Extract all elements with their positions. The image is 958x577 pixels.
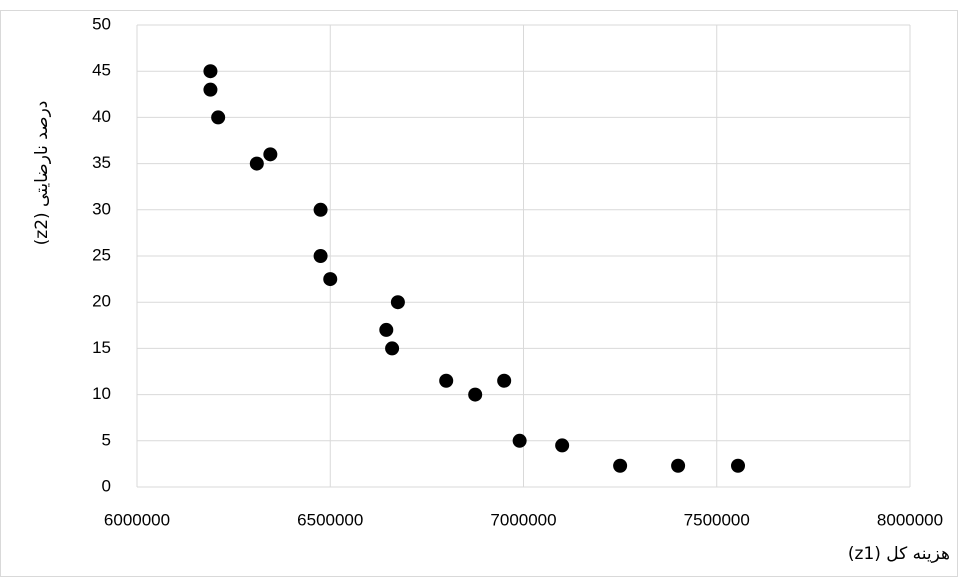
point [497, 373, 512, 388]
y-tick-label: 30 [92, 199, 111, 218]
y-tick-label: 35 [92, 153, 111, 172]
y-tick-label: 45 [92, 61, 111, 80]
x-axis-label: هزینه کل (z1) [847, 544, 950, 564]
point [313, 202, 328, 217]
x-tick-label: 7500000 [684, 510, 750, 529]
y-tick-label: 0 [102, 476, 111, 495]
y-tick-label: 20 [92, 292, 111, 311]
point [323, 272, 338, 287]
y-tick-label: 25 [92, 245, 111, 264]
chart-border [0, 10, 958, 577]
point [379, 322, 394, 337]
point [555, 438, 570, 453]
x-tick-label: 6500000 [297, 510, 363, 529]
point [468, 387, 483, 402]
x-tick-label: 8000000 [877, 510, 943, 529]
point [249, 156, 264, 171]
x-tick-label: 6000000 [104, 510, 170, 529]
point [313, 249, 328, 263]
y-tick-label: 10 [92, 384, 111, 403]
y-axis-label: درصد نارضایتی (z2) [32, 100, 52, 246]
point [203, 64, 218, 79]
point [439, 373, 454, 388]
point [263, 147, 278, 162]
y-tick-label: 50 [92, 14, 111, 33]
point [211, 110, 226, 125]
y-tick-label: 5 [102, 430, 111, 449]
point [385, 341, 400, 356]
point [613, 458, 628, 473]
x-tick-label: 7000000 [490, 510, 556, 529]
point [731, 458, 746, 473]
point [671, 458, 686, 473]
point [390, 295, 405, 310]
point [512, 433, 527, 448]
point [203, 82, 218, 97]
y-tick-label: 40 [92, 107, 111, 126]
y-tick-label: 15 [92, 338, 111, 357]
